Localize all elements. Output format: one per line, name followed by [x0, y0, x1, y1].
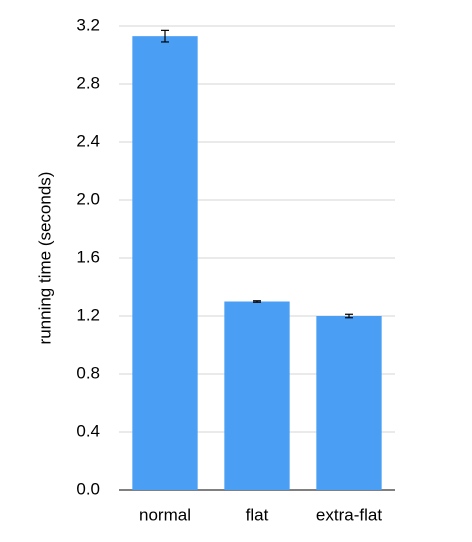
bar [316, 316, 382, 490]
bar [132, 36, 198, 491]
y-tick-label: 0.0 [76, 479, 100, 498]
y-tick-label: 1.2 [76, 305, 100, 324]
y-tick-label: 2.0 [76, 189, 100, 208]
bar [224, 301, 290, 490]
y-tick-label: 0.8 [76, 363, 100, 382]
y-tick-label: 0.4 [76, 421, 100, 440]
y-tick-label: 2.8 [76, 73, 100, 92]
y-tick-label: 2.4 [76, 131, 100, 150]
y-tick-label: 3.2 [76, 15, 100, 34]
x-tick-label: extra-flat [316, 505, 382, 524]
x-tick-label: flat [246, 505, 269, 524]
x-tick-label: normal [139, 505, 191, 524]
y-axis-label: running time (seconds) [35, 172, 54, 345]
y-tick-label: 1.6 [76, 247, 100, 266]
